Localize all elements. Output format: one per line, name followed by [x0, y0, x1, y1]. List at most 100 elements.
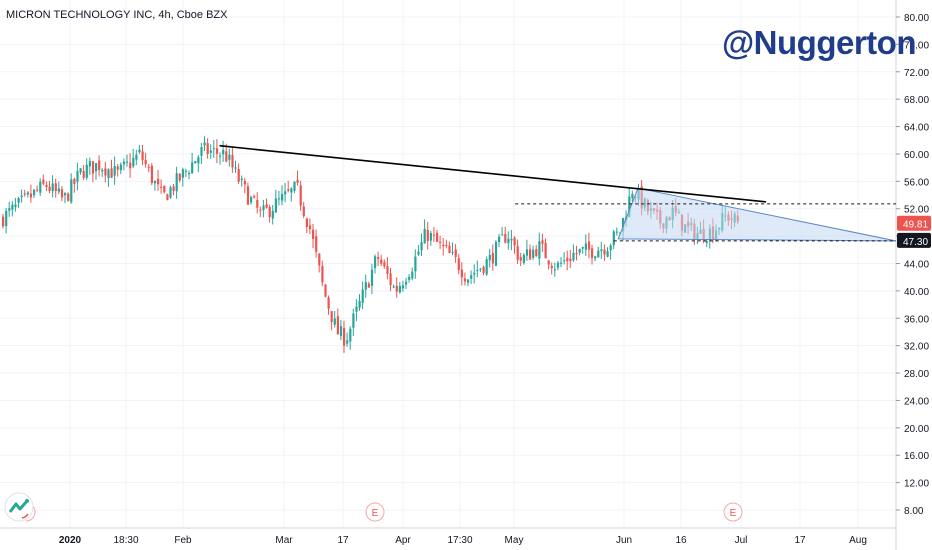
candle-body [594, 256, 597, 259]
candle-body [259, 209, 262, 211]
candle-body [510, 238, 513, 241]
candle-body [250, 197, 253, 203]
candle-body [296, 179, 299, 183]
candle-body [203, 142, 206, 146]
watermark-text: @Nuggerton [722, 24, 916, 61]
candle-body [14, 204, 17, 208]
candle-body [563, 260, 566, 262]
candle-body [166, 194, 169, 201]
candle-body [423, 228, 426, 244]
price-axis-tick-label: 28.00 [904, 369, 929, 380]
time-axis-tick-label: Mar [275, 535, 293, 546]
earnings-marker-label: E [372, 508, 379, 519]
candle-body [194, 161, 197, 164]
candle-body [48, 186, 51, 191]
candle-body [494, 241, 498, 266]
tradingview-logo-icon[interactable] [4, 492, 34, 522]
candle-body [91, 161, 95, 174]
candle-body [442, 244, 445, 247]
time-axis-tick-label: Jun [616, 535, 632, 546]
candle-body [420, 242, 423, 251]
candle-body [597, 250, 600, 258]
candle-body [79, 168, 82, 173]
candle-body [411, 271, 414, 279]
price-axis-tick-label: 80.00 [904, 13, 929, 24]
price-axis-tick-label: 76.00 [904, 40, 929, 51]
candle-body [575, 253, 578, 255]
candle-body [321, 265, 324, 283]
candle-body [64, 193, 67, 196]
candle-body [581, 247, 584, 249]
candle-body [507, 238, 510, 244]
candle-body [57, 188, 60, 192]
price-axis-tick-label: 32.00 [904, 342, 929, 353]
candle-body [42, 179, 45, 184]
resistance-trendline[interactable] [219, 144, 767, 203]
price-axis-tick-label: 64.00 [904, 123, 929, 134]
candle-body [566, 257, 569, 262]
candle-body [352, 313, 355, 328]
candle-body [705, 241, 708, 243]
time-axis-tick-label: 2020 [59, 535, 82, 546]
time-axis-tick-label: Aug [849, 535, 867, 546]
candle-body [222, 149, 225, 155]
candle-body [172, 186, 175, 191]
candle-body [364, 282, 367, 290]
candle-body [281, 193, 284, 201]
candle-body [556, 262, 560, 268]
candle-body [85, 164, 88, 178]
candle-body [408, 276, 411, 280]
candle-body [569, 258, 572, 262]
candle-body [386, 266, 389, 274]
candle-body [603, 249, 606, 255]
candle-body [392, 286, 395, 288]
candle-body [476, 269, 479, 272]
candle-body [529, 249, 532, 260]
candle-body [436, 232, 439, 242]
candle-body [169, 187, 172, 198]
candle-body [110, 168, 113, 178]
candle-body [383, 262, 386, 267]
candle-body [346, 340, 349, 344]
candle-body [482, 266, 485, 273]
candle-body [256, 199, 259, 208]
chart-title: MICRON TECHNOLOGY INC, 4h, Cboe BZX [6, 9, 228, 21]
time-axis-tick-label: Jul [735, 535, 748, 546]
candle-body [312, 229, 315, 239]
candle-body [129, 162, 132, 169]
candle-body [333, 318, 336, 325]
candle-body [181, 169, 184, 178]
candle-body [612, 231, 615, 246]
candle-body [600, 249, 603, 252]
candle-body [327, 297, 330, 309]
candle-body [191, 162, 194, 174]
candle-body [380, 259, 383, 264]
candle-body [522, 254, 525, 263]
time-axis-tick-label: Feb [174, 535, 192, 546]
candle-body [287, 189, 290, 191]
candle-body [36, 189, 39, 191]
candle-body [178, 173, 181, 181]
candle-body [98, 160, 101, 170]
candle-body [26, 192, 29, 195]
candle-body [215, 148, 219, 154]
candle-body [591, 248, 594, 258]
candle-body [374, 256, 377, 269]
price-axis-tick-label: 44.00 [904, 260, 929, 271]
candle-body [33, 189, 36, 196]
candle-body [277, 198, 281, 200]
earnings-marker-icon[interactable] [723, 502, 743, 522]
candle-body [107, 169, 110, 179]
candle-body [473, 272, 476, 275]
candle-body [141, 151, 144, 161]
candle-body [73, 178, 76, 184]
time-axis-tick-label: 16 [675, 535, 687, 546]
candle-body [358, 300, 361, 308]
earnings-marker-icon[interactable] [365, 502, 385, 522]
candle-body [491, 253, 494, 264]
candle-body [339, 326, 343, 336]
candle-body [525, 249, 529, 256]
candle-body [88, 161, 91, 167]
candle-body [389, 273, 392, 286]
